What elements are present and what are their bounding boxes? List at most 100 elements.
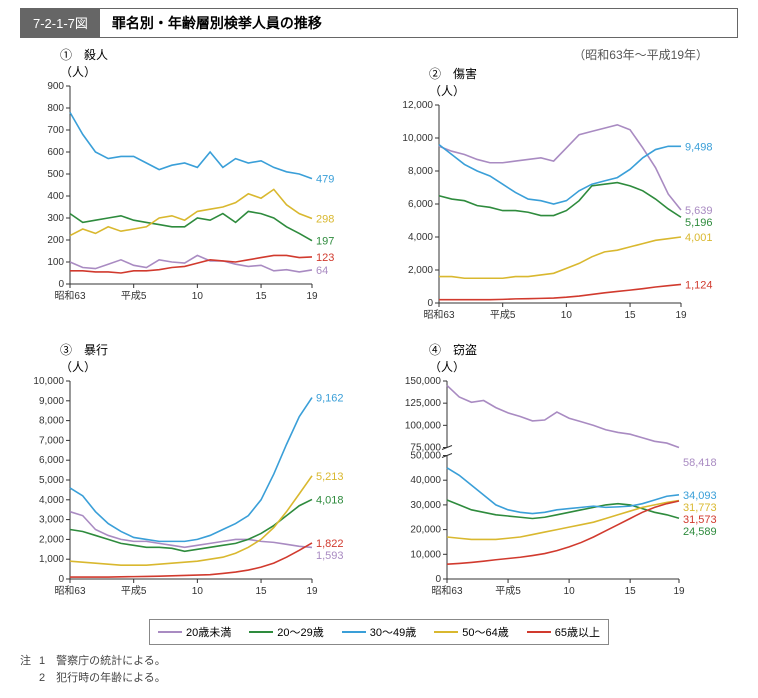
legend-swatch (158, 631, 182, 633)
svg-text:9,000: 9,000 (39, 396, 64, 407)
legend-item: 20歳未満 (158, 624, 231, 640)
svg-text:0: 0 (58, 279, 64, 290)
svg-text:500: 500 (47, 169, 64, 180)
endlabel-20_29: 5,196 (685, 217, 713, 229)
svg-text:900: 900 (47, 82, 64, 92)
svg-text:8,000: 8,000 (408, 166, 433, 177)
endlabel-30_49: 9,162 (316, 393, 344, 405)
figure-header: 7-2-1-7図 罪名別・年齢層別検挙人員の推移 (20, 8, 738, 38)
series-under20 (70, 512, 312, 548)
figure-number: 7-2-1-7図 (21, 9, 100, 37)
series-under20 (70, 255, 312, 272)
endlabel-50_64: 298 (316, 213, 334, 225)
svg-text:平成5: 平成5 (490, 309, 516, 321)
svg-text:200: 200 (47, 235, 64, 246)
series-65plus (447, 501, 679, 564)
chart-svg: 0 2,000 4,000 6,000 8,000 10,000 12,000 昭和63 平成5… (389, 101, 729, 331)
svg-text:12,000: 12,000 (402, 101, 433, 111)
endlabel-65plus: 123 (316, 252, 334, 264)
series-50_64 (70, 476, 312, 565)
svg-text:1,000: 1,000 (39, 554, 64, 565)
period-label: （昭和63年～平成19年） (389, 46, 738, 63)
legend-item: 65歳以上 (527, 624, 600, 640)
series-65plus (70, 543, 312, 577)
endlabel-65plus: 1,124 (685, 279, 713, 291)
legend-label: 20～29歳 (277, 624, 323, 640)
series-30_49 (70, 398, 312, 542)
panel-murder: ① 殺人（人）0100200300400500600700800900昭和63平… (20, 46, 369, 331)
svg-text:100,000: 100,000 (405, 420, 442, 431)
endlabel-20_29: 197 (316, 236, 334, 248)
svg-text:6,000: 6,000 (39, 455, 64, 466)
series-50_64 (439, 237, 681, 278)
panel-title: ① 殺人（人） (60, 46, 369, 80)
svg-text:10,000: 10,000 (402, 133, 433, 144)
svg-text:7,000: 7,000 (39, 435, 64, 446)
svg-text:10: 10 (192, 586, 204, 597)
svg-text:0: 0 (427, 298, 433, 309)
svg-text:0: 0 (58, 574, 64, 585)
panel-title: ② 傷害（人） (429, 65, 738, 99)
legend-swatch (434, 631, 458, 633)
svg-text:2,000: 2,000 (408, 265, 433, 276)
legend-swatch (249, 631, 273, 633)
endlabel-30_49: 9,498 (685, 141, 713, 153)
svg-text:10: 10 (564, 586, 576, 597)
panel-injury-wrap: （昭和63年～平成19年） ② 傷害（人） 0 2,000 4,000 6,000 8,0… (389, 46, 738, 331)
note-2: 2 犯行時の年齢による。 (39, 670, 166, 687)
svg-text:150,000: 150,000 (405, 377, 442, 387)
svg-text:30,000: 30,000 (410, 500, 441, 511)
legend-label: 65歳以上 (555, 624, 600, 640)
panel-title: ③ 暴行（人） (60, 341, 369, 375)
svg-text:10,000: 10,000 (33, 377, 64, 387)
chart-svg: 75,000100,000125,000150,000010,00020,000… (389, 377, 729, 607)
svg-text:15: 15 (255, 291, 267, 302)
panel-theft: ④ 窃盗（人）75,000100,000125,000150,000010,00… (389, 341, 738, 607)
panel-assault: ③ 暴行（人）01,0002,0003,0004,0005,0006,0007,… (20, 341, 369, 607)
svg-text:昭和63: 昭和63 (431, 585, 463, 597)
endlabel-under20: 64 (316, 265, 328, 277)
chart-svg: 0100200300400500600700800900昭和63平成510151… (20, 82, 360, 312)
series-30_49 (70, 112, 312, 178)
legend-label: 50～64歳 (462, 624, 508, 640)
svg-text:15: 15 (624, 310, 636, 321)
svg-text:昭和63: 昭和63 (423, 309, 455, 321)
series-50_64 (447, 501, 679, 540)
legend-item: 50～64歳 (434, 624, 508, 640)
figure-title: 罪名別・年齢層別検挙人員の推移 (100, 9, 737, 37)
svg-text:10: 10 (192, 291, 204, 302)
svg-text:19: 19 (306, 586, 318, 597)
series-50_64 (70, 189, 312, 235)
svg-text:5,000: 5,000 (39, 475, 64, 486)
series-20_29 (439, 183, 681, 218)
legend-item: 20～29歳 (249, 624, 323, 640)
endlabel-30_49: 34,093 (683, 490, 717, 502)
legend-swatch (527, 631, 551, 633)
svg-text:2,000: 2,000 (39, 534, 64, 545)
endlabel-under20: 58,418 (683, 457, 717, 469)
svg-text:4,000: 4,000 (408, 232, 433, 243)
svg-text:19: 19 (673, 586, 685, 597)
svg-text:700: 700 (47, 125, 64, 136)
legend-label: 20歳未満 (186, 624, 231, 640)
series-under20 (447, 385, 679, 447)
panel-title: ④ 窃盗（人） (429, 341, 738, 375)
svg-text:400: 400 (47, 191, 64, 202)
legend-item: 30～49歳 (342, 624, 416, 640)
endlabel-30_49: 479 (316, 174, 334, 186)
svg-text:20,000: 20,000 (410, 525, 441, 536)
series-65plus (439, 284, 681, 299)
endlabel-20_29: 4,018 (316, 494, 344, 506)
svg-text:8,000: 8,000 (39, 416, 64, 427)
svg-text:平成5: 平成5 (121, 585, 147, 597)
svg-text:平成5: 平成5 (121, 290, 147, 302)
endlabel-65plus: 31,573 (683, 514, 717, 526)
endlabel-50_64: 5,213 (316, 471, 344, 483)
endlabel-50_64: 31,773 (683, 502, 717, 514)
svg-text:0: 0 (435, 574, 441, 585)
endlabel-under20: 1,593 (316, 550, 344, 562)
legend: 20歳未満 20～29歳 30～49歳 50～64歳 65歳以上 (149, 619, 609, 645)
svg-text:125,000: 125,000 (405, 398, 442, 409)
endlabel-65plus: 1,822 (316, 538, 344, 550)
svg-text:6,000: 6,000 (408, 199, 433, 210)
